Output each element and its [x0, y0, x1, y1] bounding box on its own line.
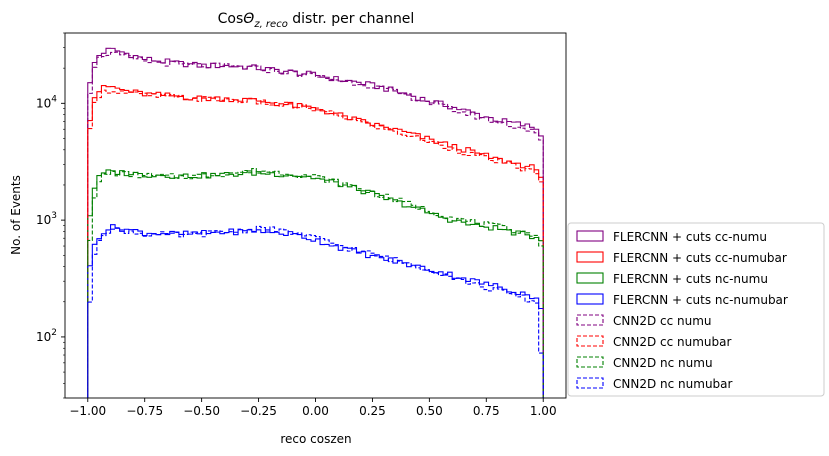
- legend-label: FLERCNN + cuts nc-numu: [613, 272, 768, 286]
- plot-area: [64, 32, 567, 399]
- series-line-5: [87, 51, 544, 398]
- x-tick-label: −0.50: [183, 404, 220, 418]
- x-tick-label: 0.25: [359, 404, 386, 418]
- series-line-7: [87, 168, 544, 398]
- x-tick-label: −0.25: [240, 404, 277, 418]
- x-tick-label: −1.00: [69, 404, 106, 418]
- legend-swatch: [576, 293, 604, 305]
- series-line-4: [87, 224, 544, 398]
- x-tick-label: −0.75: [126, 404, 163, 418]
- x-axis: −1.00 −0.75 −0.50 −0.25 0.00 0.25 0.50 0.75 1.00: [69, 398, 557, 418]
- legend-swatch: [576, 251, 604, 263]
- chart-title: CosΘz, reco distr. per channel: [218, 11, 415, 30]
- x-tick-label: 0.50: [416, 404, 443, 418]
- y-axis: 102 103 104: [36, 32, 65, 399]
- legend-swatch: [576, 272, 604, 284]
- legend-swatch: [576, 356, 604, 368]
- legend-label: FLERCNN + cuts cc-numu: [613, 230, 767, 244]
- x-tick-label: 0.75: [473, 404, 500, 418]
- x-tick-label: 1.00: [530, 404, 557, 418]
- legend-swatch: [576, 335, 604, 347]
- legend-label: CNN2D nc numubar: [613, 377, 733, 391]
- legend: FLERCNN + cuts cc-numu FLERCNN + cuts cc-…: [567, 222, 825, 397]
- x-axis-label: reco coszen: [280, 432, 351, 446]
- series-line-2: [87, 84, 544, 398]
- legend-label: FLERCNN + cuts cc-numubar: [613, 251, 787, 265]
- plot-frame: [64, 32, 567, 399]
- legend-frame: [567, 222, 825, 397]
- series-line-6: [87, 89, 544, 398]
- series-layer: [87, 47, 544, 398]
- series-line-8: [87, 225, 544, 398]
- legend-swatch: [576, 314, 604, 326]
- y-tick-label: 103: [36, 211, 57, 227]
- legend-label: FLERCNN + cuts nc-numubar: [613, 293, 788, 307]
- y-tick-label: 104: [36, 94, 57, 110]
- x-tick-label: 0.00: [302, 404, 329, 418]
- legend-label: CNN2D nc numu: [613, 356, 713, 370]
- legend-label: CNN2D cc numubar: [613, 335, 732, 349]
- series-line-3: [87, 169, 544, 398]
- legend-label: CNN2D cc numu: [613, 314, 712, 328]
- y-tick-label: 102: [36, 328, 57, 344]
- y-axis-label: No. of Events: [9, 175, 23, 255]
- legend-swatch: [576, 377, 604, 389]
- legend-swatch: [576, 230, 604, 242]
